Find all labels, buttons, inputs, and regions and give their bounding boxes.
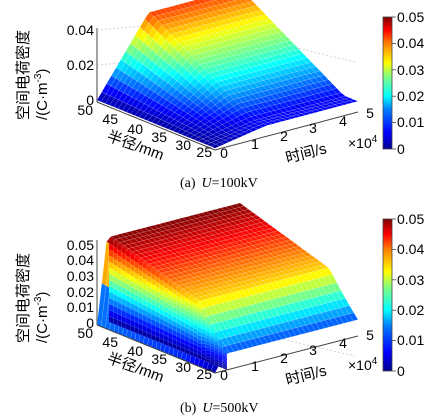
x-label-a: 时间/s [284,140,329,167]
x-tick-a-0: 0 [220,145,228,161]
axes-b [96,324,359,374]
z-tick-a-0: 0.04 [67,22,94,38]
z-tick-a-2: 0 [86,92,94,108]
cb-tick-a-5: 0 [397,141,405,157]
panel-a: 0.04 0.02 0 50 45 40 35 30 25 0 1 2 3 4 … [15,0,424,191]
surface-wall-cell [108,237,114,246]
z-label-a-line2: /(C·m-3) [33,69,51,120]
cb-tick-a-0: 0.05 [397,9,424,25]
z-label-a-line1: 空间电荷密度 [15,30,32,120]
z-tick-b-5: 0 [86,315,94,331]
caption-b: (b) U=500kV [180,401,258,416]
x-tick-b-5: 5 [366,327,374,343]
y-tick-a-2: 40 [127,121,143,137]
x-tick-b-2: 2 [280,350,288,366]
x-tick-b-0: 0 [220,367,228,383]
panel-b: 0.05 0.04 0.03 0.02 0.01 0 50 45 40 35 3… [15,202,424,416]
cb-tick-b-2: 0.03 [397,272,424,288]
z-tick-b-4: 0.01 [67,299,94,315]
y-tick-b-2: 40 [127,343,143,359]
x-tick-a-1: 1 [251,136,259,152]
x-tick-a-5: 5 [366,105,374,121]
y-tick-a-4: 30 [175,137,191,153]
caption-a: (a) U=100kV [180,176,258,191]
surface-a [96,0,359,149]
cb-tick-b-3: 0.02 [397,302,424,318]
surface-cell [210,144,221,149]
surface-b [96,202,359,374]
z-tick-b-3: 0.02 [67,284,94,300]
z-label-b-line2: /(C·m-3) [33,292,51,343]
x-tick-b-4: 4 [339,335,347,351]
cb-tick-b-0: 0.05 [397,211,424,227]
axes-a [96,101,359,151]
x-tick-b-3: 3 [309,342,317,358]
cb-tick-b-5: 0 [397,363,405,379]
x-tick-a-3: 3 [309,120,317,136]
x-tick-b-1: 1 [251,358,259,374]
cb-tick-b-4: 0.01 [397,332,424,348]
cb-tick-a-1: 0.04 [397,35,424,51]
y-tick-b-5: 25 [196,366,212,382]
y-tick-a-0: 50 [77,102,93,118]
y-tick-a-5: 25 [196,144,212,160]
x-tick-a-4: 4 [339,113,347,129]
y-tick-b-1: 45 [102,334,118,350]
x-label-b: 时间/s [284,362,329,389]
y-tick-b-3: 35 [151,351,167,367]
y-tick-a-3: 35 [151,129,167,145]
cb-tick-a-2: 0.03 [397,62,424,78]
cb-tick-a-4: 0.01 [397,114,424,130]
z-label-b-line1: 空间电荷密度 [15,253,32,343]
z-label-a: 空间电荷密度 /(C·m-3) [15,30,51,120]
y-tick-b-0: 50 [77,325,93,341]
cb-tick-a-3: 0.02 [397,88,424,104]
colorbar-b: 0.05 0.04 0.03 0.02 0.01 0 [382,211,424,379]
z-tick-b-0: 0.05 [67,237,94,253]
x-multiplier-b: ×104 [348,356,378,373]
y-tick-b-4: 30 [175,359,191,375]
z-tick-b-1: 0.04 [67,252,94,268]
z-tick-b-2: 0.03 [67,268,94,284]
x-multiplier-a: ×104 [348,134,378,151]
x-tick-a-2: 2 [280,128,288,144]
cb-tick-b-1: 0.04 [397,241,424,257]
colorbar-a: 0.05 0.04 0.03 0.02 0.01 0 [382,9,424,157]
z-label-b: 空间电荷密度 /(C·m-3) [15,253,51,343]
z-tick-a-1: 0.02 [67,57,94,73]
y-tick-a-1: 45 [102,111,118,127]
